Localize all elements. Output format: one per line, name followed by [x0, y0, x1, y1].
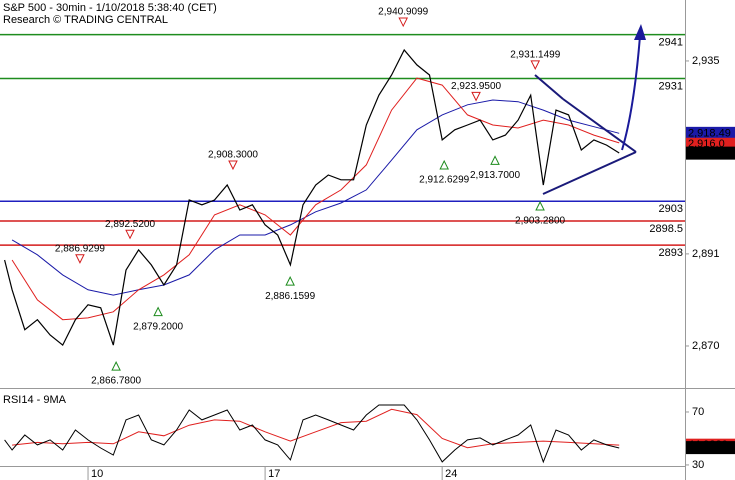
low-label: 2,913.7000 — [470, 170, 520, 181]
projection-arrowhead — [634, 24, 646, 40]
level-label: 2898.5 — [649, 223, 683, 235]
last-value-tag — [686, 126, 735, 140]
series-line — [11, 77, 620, 321]
high-label: 2,923.9500 — [451, 81, 501, 92]
level-label: 2941 — [659, 37, 683, 49]
triangle-top-line — [534, 74, 564, 100]
last-value-tag — [686, 441, 735, 455]
low-marker — [285, 275, 295, 286]
x-tick-label: 10 — [91, 468, 103, 480]
high-marker — [471, 91, 481, 102]
low-label: 2,886.1599 — [265, 291, 315, 302]
last-value-label: 2,918.49 — [688, 127, 731, 139]
x-tick-label: 17 — [268, 468, 280, 480]
high-label: 2,931.1499 — [510, 49, 560, 60]
low-label: 2,903.2800 — [515, 216, 565, 227]
low-label: 2,912.6299 — [419, 175, 469, 186]
y-tick-label: 2,891 — [692, 248, 720, 260]
level-label: 2893 — [659, 247, 683, 259]
high-marker — [398, 17, 409, 28]
chart-title: S&P 500 - 30min - 1/10/2018 5:38:40 (CET… — [3, 2, 217, 14]
y-tick-label: 2,935 — [692, 55, 720, 67]
plot-layer: 2,870 2,891 2,935 30 70 10 17 24 2941 2931 2903 289… — [0, 7, 735, 480]
level-label: 2931 — [659, 80, 683, 92]
y-tick-label: 2,870 — [692, 340, 720, 352]
last-value-label: 2,913.98 — [688, 147, 731, 159]
low-label: 2,866.7800 — [91, 376, 141, 387]
y-tick-label: 30 — [692, 459, 704, 471]
high-marker — [228, 160, 238, 171]
high-marker — [75, 254, 85, 264]
x-tick-label: 24 — [445, 468, 457, 480]
low-marker — [490, 155, 500, 165]
triangle-lower-line — [542, 151, 637, 195]
low-marker — [111, 360, 121, 371]
low-marker — [153, 306, 163, 317]
high-label: 2,940.9099 — [378, 7, 428, 18]
level-label: 2903 — [659, 203, 683, 215]
high-marker — [530, 60, 541, 70]
series-line — [12, 408, 620, 449]
high-label: 2,908.3000 — [208, 150, 258, 161]
series-line — [4, 404, 620, 464]
high-label: 2,886.9299 — [55, 243, 105, 254]
rsi-title: RSI14 - 9MA — [3, 394, 67, 406]
high-label: 2,892.5200 — [105, 219, 155, 230]
series-line — [4, 48, 620, 347]
y-tick-label: 70 — [692, 406, 704, 418]
low-marker — [535, 200, 545, 211]
chart-subtitle: Research © TRADING CENTRAL — [3, 14, 168, 26]
series-line — [11, 99, 620, 296]
high-marker — [125, 229, 135, 240]
projection-arrow — [621, 35, 641, 151]
low-marker — [439, 159, 449, 170]
last-value-label: 43.0936 — [688, 442, 728, 454]
last-value-tag — [686, 146, 735, 160]
low-label: 2,879.2000 — [133, 321, 183, 332]
